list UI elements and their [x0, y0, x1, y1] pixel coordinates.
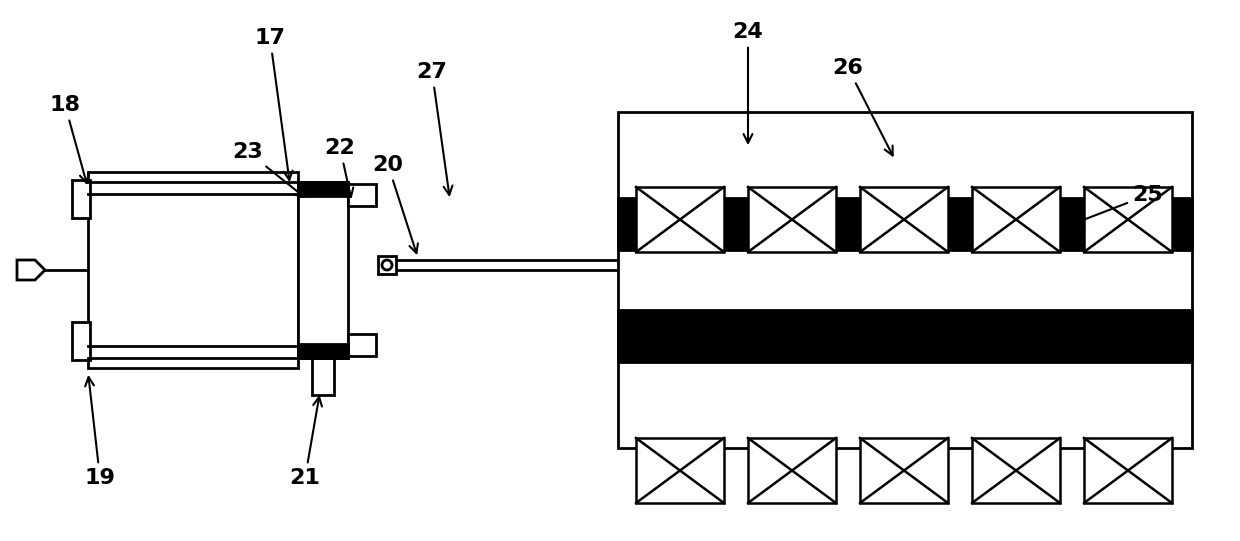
Polygon shape: [17, 260, 45, 280]
Bar: [748, 187, 836, 252]
Bar: [88, 172, 298, 368]
Text: 20: 20: [372, 155, 418, 253]
Text: 18: 18: [50, 95, 88, 183]
Bar: [618, 198, 1192, 250]
Bar: [298, 344, 348, 358]
Bar: [1084, 438, 1172, 503]
Bar: [72, 180, 91, 218]
Bar: [348, 184, 376, 206]
Bar: [72, 322, 91, 360]
Bar: [298, 182, 348, 196]
Bar: [620, 250, 1190, 310]
Bar: [972, 187, 1060, 252]
Bar: [748, 438, 836, 503]
Bar: [972, 438, 1060, 503]
Text: 26: 26: [832, 58, 893, 155]
Text: 17: 17: [254, 28, 293, 180]
Text: 24: 24: [733, 22, 764, 143]
Bar: [618, 112, 1192, 448]
Bar: [298, 182, 348, 358]
Text: 22: 22: [325, 138, 356, 197]
Bar: [1084, 187, 1172, 252]
Text: 23: 23: [233, 142, 304, 197]
Bar: [636, 438, 724, 503]
Text: 25: 25: [1075, 185, 1163, 224]
Bar: [348, 334, 376, 356]
Text: 21: 21: [290, 397, 322, 488]
Bar: [861, 187, 949, 252]
Bar: [861, 438, 949, 503]
Bar: [636, 187, 724, 252]
Text: 27: 27: [417, 62, 453, 195]
Circle shape: [382, 260, 392, 270]
Text: 19: 19: [84, 377, 115, 488]
Bar: [378, 256, 396, 274]
Bar: [618, 310, 1192, 362]
Bar: [312, 358, 334, 395]
